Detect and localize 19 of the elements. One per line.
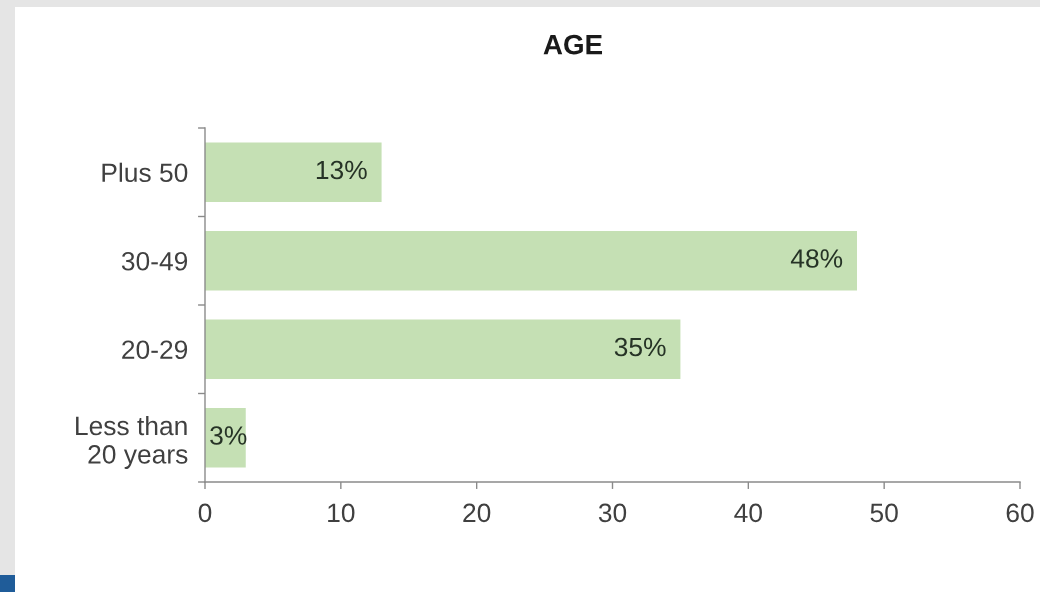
bar [205, 231, 857, 291]
bar [205, 142, 382, 202]
data-label: 48% [790, 249, 843, 268]
x-tick-label: 30 [598, 503, 627, 523]
data-label: 35% [614, 337, 666, 357]
data-label: 13% [316, 160, 367, 180]
x-tick-label: 10 [328, 503, 355, 523]
y-tick-label: 30-49 [121, 251, 188, 271]
x-tick-label: 50 [870, 503, 898, 523]
y-tick-label: 20-29 [122, 340, 188, 360]
y-tick-label: Less than 20 years [76, 415, 188, 469]
x-tick-label: 40 [734, 503, 762, 523]
bar [205, 319, 681, 379]
x-tick-label: 20 [463, 503, 491, 523]
data-label: 3% [210, 426, 247, 445]
x-tick-label: 60 [1006, 503, 1034, 523]
chart-title: AGE [543, 34, 603, 55]
y-tick-label: Plus 50 [102, 162, 188, 183]
x-tick-label: 0 [198, 503, 212, 523]
